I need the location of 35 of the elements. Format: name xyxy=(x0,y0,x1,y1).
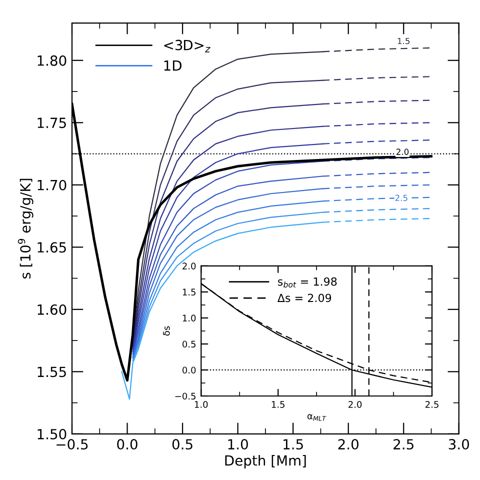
x-tick-label: 1.5 xyxy=(284,439,303,450)
y-axis-title: δs xyxy=(162,326,170,336)
legend-label: 1D xyxy=(164,60,182,71)
y-tick-label: 1.60 xyxy=(38,304,66,315)
x-axis-title: Depth [Mm] xyxy=(225,455,306,468)
y-tick-label: 1.70 xyxy=(38,180,66,190)
y-tick-label: 1.5 xyxy=(182,288,196,296)
y-tick-label: 1.65 xyxy=(38,242,66,253)
annotation: 2.0 xyxy=(396,148,409,155)
y-tick-label: 1.50 xyxy=(38,428,66,440)
x-tick-label: 2.0 xyxy=(348,401,362,408)
legend-label: <3D>$_{z}$ xyxy=(164,40,210,52)
y-tick-label: 1.55 xyxy=(38,366,66,378)
x-tick-label: 2.5 xyxy=(394,439,414,450)
x-axis-title: α$_{MLT}$ xyxy=(307,414,326,421)
y-tick-label: −0.5 xyxy=(175,392,196,400)
y-tick-label: 1.0 xyxy=(182,314,196,322)
x-tick-label: 1.0 xyxy=(228,439,248,450)
x-tick-label: 2.5 xyxy=(425,401,438,408)
x-tick-label: 1.5 xyxy=(272,401,284,408)
y-tick-label: 0.5 xyxy=(182,340,196,348)
x-tick-label: 2.0 xyxy=(338,439,358,450)
x-tick-label: 0.0 xyxy=(117,439,138,450)
y-axis-title: s [10$^{9}$ erg/g/K] xyxy=(18,178,34,279)
y-tick-label: 0.0 xyxy=(182,366,196,374)
annotation: 1.5 xyxy=(398,38,410,44)
y-tick-label: 2.0 xyxy=(182,262,196,270)
x-tick-label: 1.0 xyxy=(194,401,208,408)
annotation: 2.5 xyxy=(395,194,408,202)
x-tick-label: −0.5 xyxy=(56,439,88,450)
x-tick-label: 3.0 xyxy=(448,439,469,450)
legend-label: Δs = 2.09 xyxy=(277,294,332,302)
y-tick-label: 1.75 xyxy=(38,118,66,128)
y-tick-label: 1.80 xyxy=(38,55,66,66)
legend-label: s$_{bot}$ = 1.98 xyxy=(278,277,337,288)
